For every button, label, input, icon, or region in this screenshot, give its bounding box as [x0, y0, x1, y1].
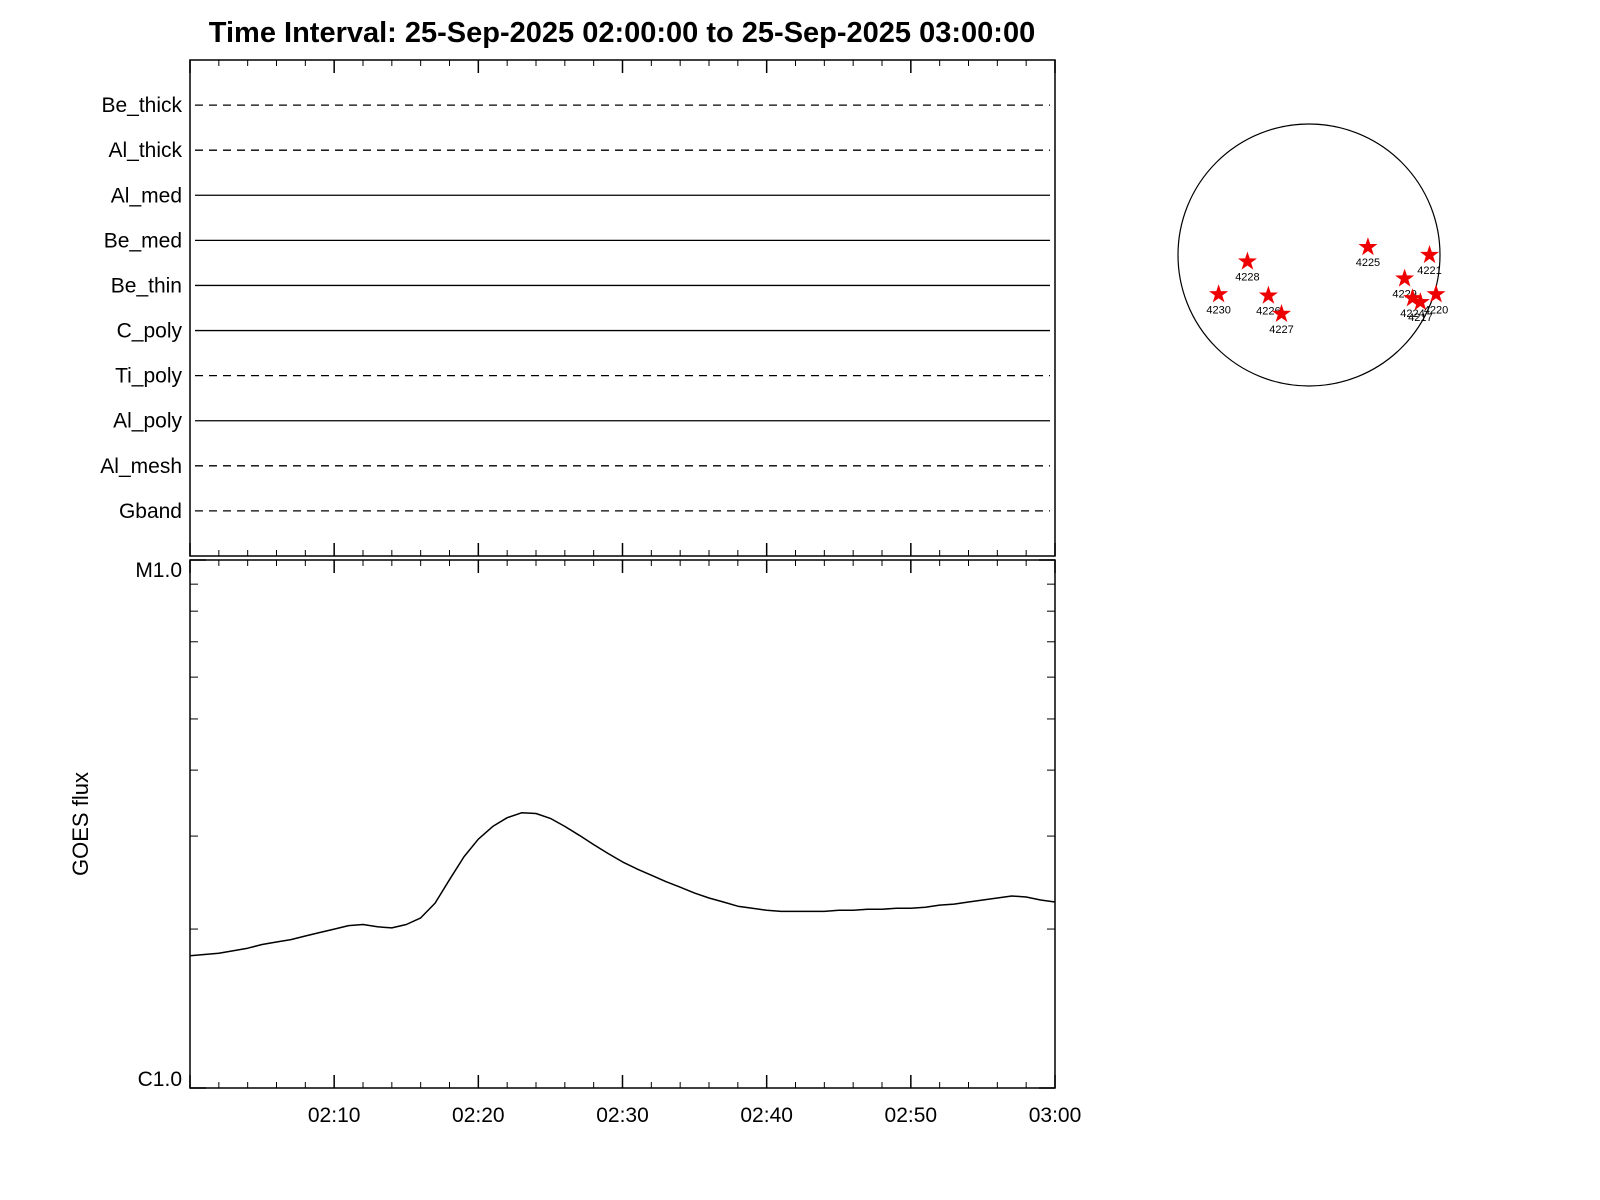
x-tick-label-0230: 02:30: [596, 1104, 649, 1127]
filter-label-be_thin: Be_thin: [111, 274, 182, 297]
goes-ymin-label: C1.0: [138, 1068, 182, 1091]
goes-y-axis-title: GOES flux: [68, 772, 93, 876]
active-region-label-4224: 4224: [1400, 308, 1424, 320]
goes-ymax-label: M1.0: [135, 559, 182, 582]
active-region-label-4217: 4217: [1408, 312, 1432, 324]
active-region-star-4229: [1395, 268, 1415, 287]
active-region-label-4227: 4227: [1269, 324, 1293, 336]
active-region-star-4220: [1426, 284, 1446, 303]
filter-label-al_med: Al_med: [111, 184, 182, 207]
x-tick-label-0240: 02:40: [740, 1104, 793, 1127]
filter-label-al_thick: Al_thick: [108, 139, 182, 162]
active-region-label-4220: 4220: [1424, 304, 1448, 316]
x-tick-label-0210: 02:10: [308, 1104, 361, 1127]
active-region-label-4228: 4228: [1235, 272, 1259, 284]
x-tick-label-0220: 02:20: [452, 1104, 505, 1127]
x-tick-label-0250: 02:50: [885, 1104, 938, 1127]
filter-label-c_poly: C_poly: [117, 320, 183, 343]
active-region-label-4230: 4230: [1206, 304, 1230, 316]
solar-disk-outline: [1177, 123, 1441, 387]
active-region-star-4217: [1410, 292, 1430, 311]
active-region-star-4226: [1258, 285, 1278, 304]
plot-title: Time Interval: 25-Sep-2025 02:00:00 to 2…: [209, 17, 1035, 49]
active-region-star-4224: [1402, 288, 1422, 307]
goes-flux-curve: [189, 812, 1056, 957]
active-region-label-4225: 4225: [1356, 257, 1380, 269]
goes-frame: [189, 559, 1056, 1089]
active-region-star-4227: [1271, 303, 1291, 323]
goes-flux-panel: M1.0 C1.0 02:10 02:20 02:30 02:40 02:50 03:00 GO…: [68, 559, 1081, 1127]
active-region-star-4230: [1209, 284, 1229, 303]
filter-label-gband: Gband: [119, 500, 182, 523]
timeline-frame: [189, 59, 1056, 557]
filter-label-be_thick: Be_thick: [101, 94, 182, 117]
active-region-label-4226: 4226: [1256, 306, 1280, 318]
x-tick-label-0300: 03:00: [1029, 1104, 1082, 1127]
filter-label-al_poly: Al_poly: [113, 410, 182, 433]
active-region-star-4221: [1420, 245, 1440, 264]
filter-label-al_mesh: Al_mesh: [100, 455, 182, 478]
active-region-star-4228: [1237, 251, 1257, 270]
active-region-star-4225: [1358, 237, 1378, 256]
active-region-label-4221: 4221: [1417, 265, 1441, 277]
filter-label-be_med: Be_med: [104, 229, 182, 252]
xrt-filter-timeline-panel: Be_thick Al_thick Al_med Be_med Be_thin C_pol…: [100, 59, 1056, 557]
filter-label-ti_poly: Ti_poly: [115, 365, 182, 388]
